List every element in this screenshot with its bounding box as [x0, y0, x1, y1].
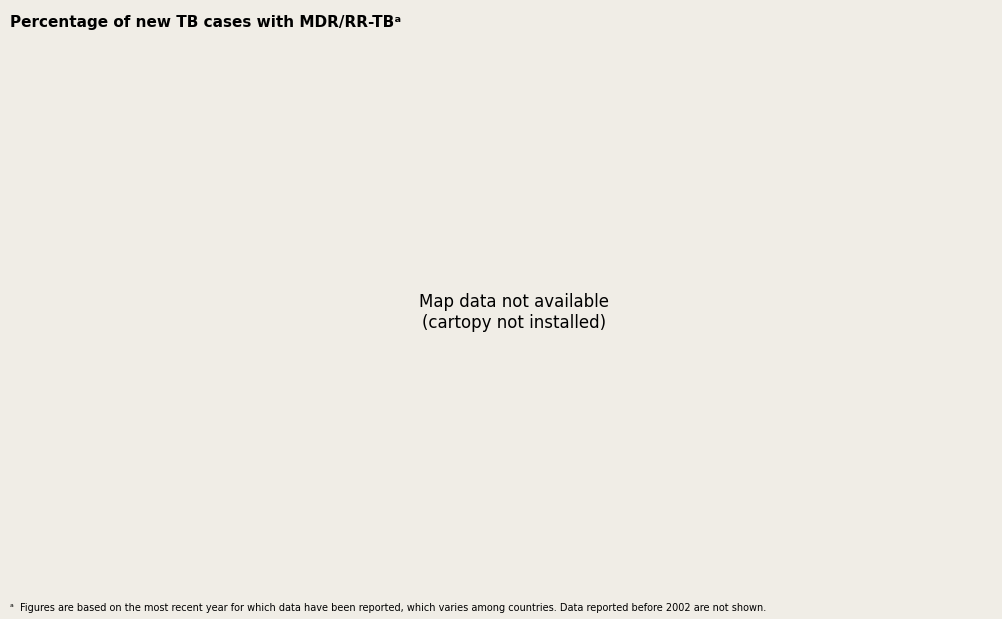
Text: Percentage of new TB cases with MDR/RR-TBᵃ: Percentage of new TB cases with MDR/RR-T… — [10, 15, 401, 30]
Text: Map data not available
(cartopy not installed): Map data not available (cartopy not inst… — [419, 293, 608, 332]
Text: ᵃ  Figures are based on the most recent year for which data have been reported, : ᵃ Figures are based on the most recent y… — [10, 603, 766, 613]
